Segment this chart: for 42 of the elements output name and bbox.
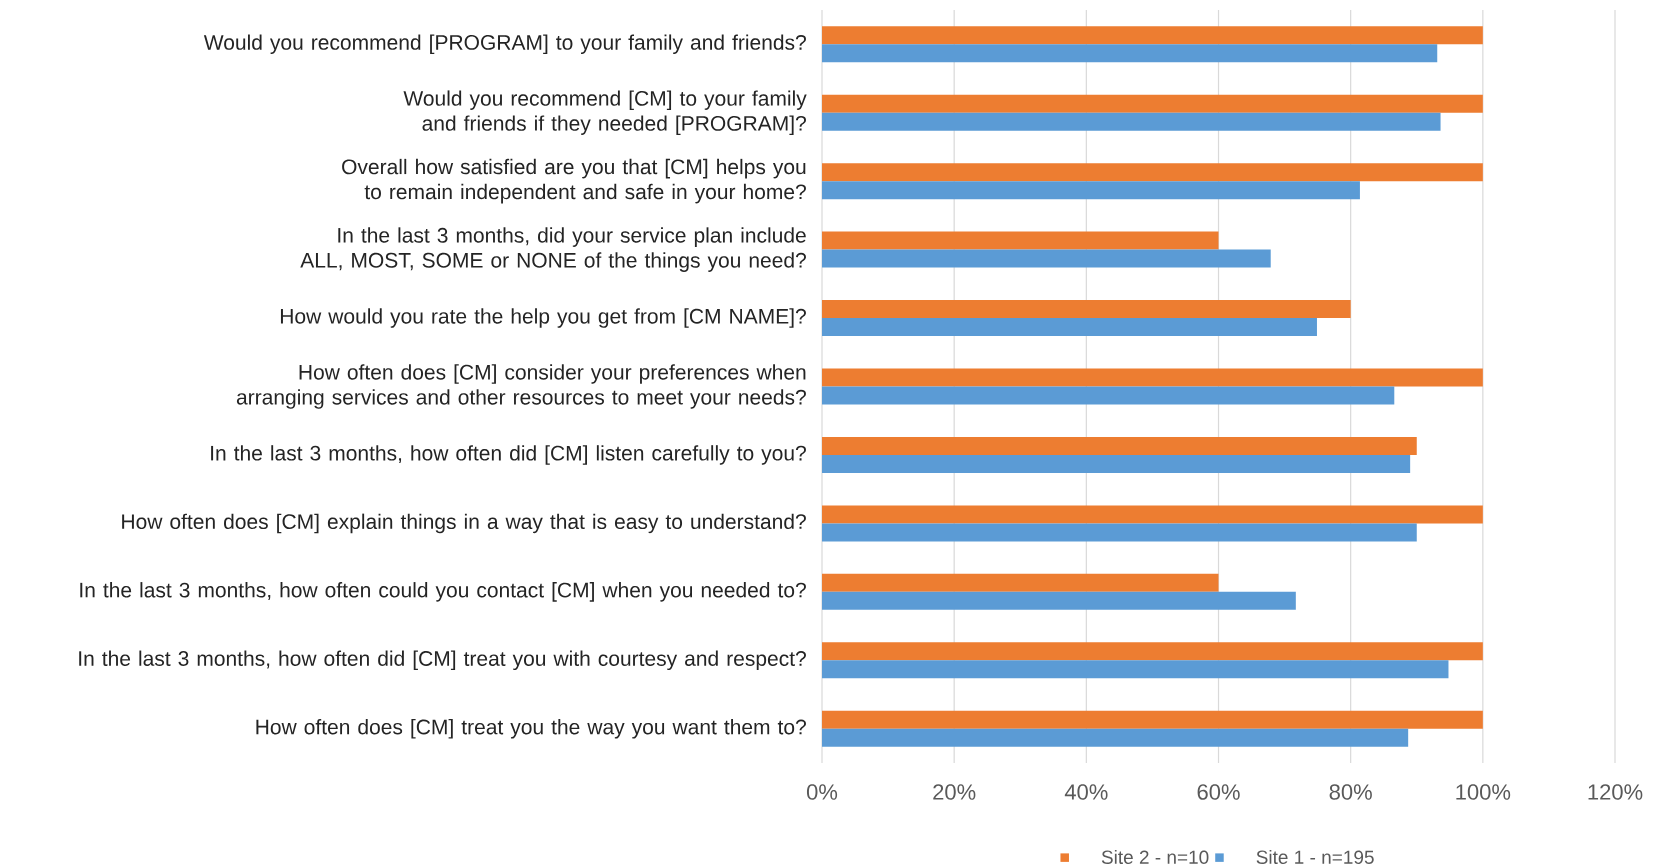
bar (822, 94, 1483, 113)
x-tick-label: 0% (806, 784, 838, 800)
bar (822, 249, 1271, 268)
legend-label: Site 1 - n=195 (1256, 850, 1374, 864)
bar (822, 368, 1483, 387)
y-tick-label: In the last 3 months, how often did [CM] listen carefully to you? (211, 445, 806, 465)
bar (822, 318, 1317, 337)
y-tick-label: In the last 3 months, how often could you contact [CM] when you needed to? (80, 582, 806, 602)
y-tick-label: How often does [CM] explain things in a way that is easy to understand? (122, 513, 806, 534)
x-tick-label: 20% (933, 784, 976, 800)
bar (822, 26, 1483, 45)
bar (822, 386, 1395, 405)
y-tick-label: Overall how satisfied are you that [CM] helps you to remain independent and safe in your home? (342, 158, 806, 204)
y-tick-label: In the last 3 months, how often did [CM] treat you with courtesy and respect? (79, 650, 806, 671)
y-tick-label: Would you recommend [CM] to your family and friends if they needed [PROGRAM]? (403, 90, 807, 135)
y-tick-label: How would you rate the help you get from [CM NAME]? (280, 308, 806, 328)
bar (822, 591, 1296, 610)
bar (822, 642, 1483, 661)
bar (822, 112, 1441, 131)
bar (822, 44, 1438, 63)
x-tick-label: 120% (1588, 784, 1643, 800)
bar (822, 573, 1219, 592)
legend-label: Site 2 - n=10 (1101, 850, 1209, 864)
bar (822, 231, 1219, 250)
bar (822, 505, 1483, 524)
bar (822, 728, 1409, 747)
bar (822, 523, 1417, 542)
bar (822, 436, 1417, 455)
bar (822, 454, 1411, 473)
bar (822, 181, 1360, 200)
bar (822, 710, 1483, 729)
bar (822, 660, 1449, 679)
x-tick-label: 40% (1064, 784, 1108, 800)
y-tick-label: Would you recommend [PROGRAM] to your family and friends? (203, 34, 806, 55)
y-tick-label: How often does [CM] treat you the way you want them to? (256, 718, 806, 739)
y-tick-label: How often does [CM] consider your preferences when arranging services and other resources to meet your needs? (236, 364, 806, 409)
x-tick-label: 60% (1197, 784, 1240, 800)
bar (822, 300, 1351, 319)
y-tick-label: In the last 3 months, did your service plan include ALL, MOST, SOME or NONE of the things you need? (300, 227, 806, 272)
bar (822, 163, 1483, 182)
x-tick-label: 100% (1456, 784, 1511, 800)
x-tick-label: 80% (1329, 784, 1372, 800)
